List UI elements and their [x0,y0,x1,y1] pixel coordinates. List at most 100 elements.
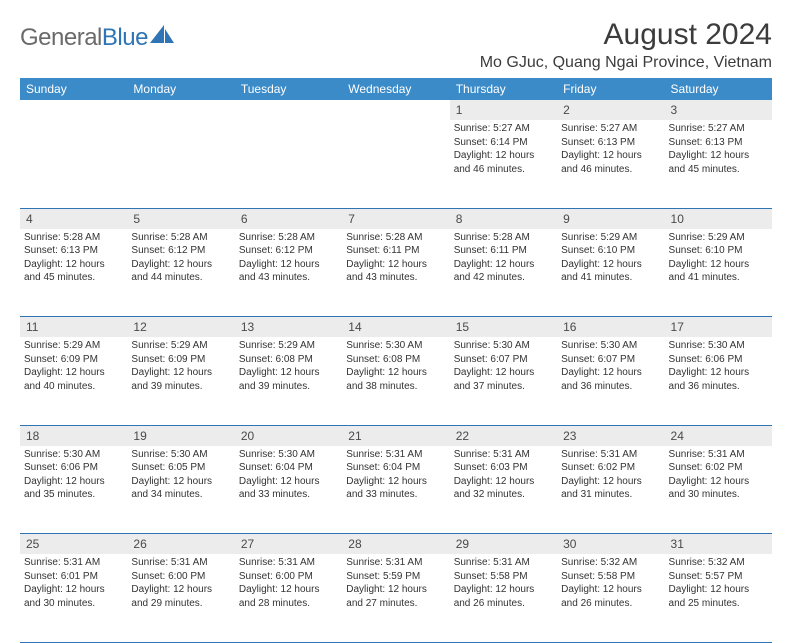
day-cell: Sunrise: 5:28 AMSunset: 6:12 PMDaylight:… [235,229,342,317]
day-number-cell: 21 [342,425,449,446]
header-bar: GeneralBlue August 2024 Mo GJuc, Quang N… [20,18,772,72]
day-cell-text: Sunrise: 5:31 AMSunset: 6:03 PMDaylight:… [454,446,553,502]
day-cell-text: Sunrise: 5:30 AMSunset: 6:06 PMDaylight:… [24,446,123,502]
day-cell: Sunrise: 5:28 AMSunset: 6:13 PMDaylight:… [20,229,127,317]
day-number-cell: 2 [557,100,664,120]
day-number-cell: 28 [342,534,449,555]
day-cell: Sunrise: 5:30 AMSunset: 6:06 PMDaylight:… [665,337,772,425]
day-cell-text: Sunrise: 5:28 AMSunset: 6:11 PMDaylight:… [454,229,553,285]
day-cell-text: Sunrise: 5:28 AMSunset: 6:12 PMDaylight:… [239,229,338,285]
weekday-header-cell: Friday [557,78,664,100]
day-number-cell: 16 [557,317,664,338]
day-number-cell: 17 [665,317,772,338]
day-cell-text: Sunrise: 5:29 AMSunset: 6:09 PMDaylight:… [24,337,123,393]
day-cell: Sunrise: 5:30 AMSunset: 6:05 PMDaylight:… [127,446,234,534]
day-cell: Sunrise: 5:32 AMSunset: 5:58 PMDaylight:… [557,554,664,642]
day-cell: Sunrise: 5:32 AMSunset: 5:57 PMDaylight:… [665,554,772,642]
day-cell-text: Sunrise: 5:32 AMSunset: 5:57 PMDaylight:… [669,554,768,610]
day-number-cell: 3 [665,100,772,120]
day-cell [127,120,234,208]
brand-logo: GeneralBlue [20,18,176,52]
weekday-header-cell: Wednesday [342,78,449,100]
day-number-cell: 10 [665,208,772,229]
day-cell: Sunrise: 5:30 AMSunset: 6:08 PMDaylight:… [342,337,449,425]
weekday-header-cell: Thursday [450,78,557,100]
brand-part1: General [20,24,102,52]
day-cell: Sunrise: 5:30 AMSunset: 6:04 PMDaylight:… [235,446,342,534]
day-cell: Sunrise: 5:31 AMSunset: 5:58 PMDaylight:… [450,554,557,642]
day-cell-text: Sunrise: 5:27 AMSunset: 6:13 PMDaylight:… [669,120,768,176]
day-number-cell: 9 [557,208,664,229]
day-cell-text: Sunrise: 5:30 AMSunset: 6:08 PMDaylight:… [346,337,445,393]
day-cell-text: Sunrise: 5:31 AMSunset: 5:59 PMDaylight:… [346,554,445,610]
day-cell: Sunrise: 5:28 AMSunset: 6:11 PMDaylight:… [450,229,557,317]
day-cell [342,120,449,208]
day-cell: Sunrise: 5:31 AMSunset: 6:00 PMDaylight:… [127,554,234,642]
day-cell: Sunrise: 5:31 AMSunset: 6:00 PMDaylight:… [235,554,342,642]
title-block: August 2024 Mo GJuc, Quang Ngai Province… [480,18,772,72]
day-number-cell [235,100,342,120]
day-cell: Sunrise: 5:29 AMSunset: 6:08 PMDaylight:… [235,337,342,425]
day-cell: Sunrise: 5:30 AMSunset: 6:07 PMDaylight:… [450,337,557,425]
week-row: Sunrise: 5:31 AMSunset: 6:01 PMDaylight:… [20,554,772,642]
day-number-cell: 13 [235,317,342,338]
day-cell-text: Sunrise: 5:27 AMSunset: 6:13 PMDaylight:… [561,120,660,176]
day-number-row: 18192021222324 [20,425,772,446]
day-number-cell: 11 [20,317,127,338]
day-cell: Sunrise: 5:29 AMSunset: 6:09 PMDaylight:… [20,337,127,425]
day-number-cell: 26 [127,534,234,555]
day-number-cell: 23 [557,425,664,446]
day-cell: Sunrise: 5:31 AMSunset: 6:02 PMDaylight:… [665,446,772,534]
day-number-cell: 27 [235,534,342,555]
day-cell [20,120,127,208]
day-cell-text: Sunrise: 5:30 AMSunset: 6:05 PMDaylight:… [131,446,230,502]
day-cell-text: Sunrise: 5:31 AMSunset: 6:00 PMDaylight:… [131,554,230,610]
day-number-cell: 4 [20,208,127,229]
day-number-cell: 25 [20,534,127,555]
day-number-cell: 8 [450,208,557,229]
day-cell-text: Sunrise: 5:28 AMSunset: 6:11 PMDaylight:… [346,229,445,285]
day-number-cell: 31 [665,534,772,555]
day-number-row: 25262728293031 [20,534,772,555]
day-cell-text: Sunrise: 5:31 AMSunset: 5:58 PMDaylight:… [454,554,553,610]
day-number-row: 123 [20,100,772,120]
day-number-cell: 1 [450,100,557,120]
day-cell: Sunrise: 5:31 AMSunset: 5:59 PMDaylight:… [342,554,449,642]
day-cell: Sunrise: 5:29 AMSunset: 6:09 PMDaylight:… [127,337,234,425]
day-cell-text: Sunrise: 5:30 AMSunset: 6:04 PMDaylight:… [239,446,338,502]
day-cell: Sunrise: 5:31 AMSunset: 6:02 PMDaylight:… [557,446,664,534]
week-row: Sunrise: 5:30 AMSunset: 6:06 PMDaylight:… [20,446,772,534]
day-cell-text: Sunrise: 5:31 AMSunset: 6:00 PMDaylight:… [239,554,338,610]
day-cell-text: Sunrise: 5:30 AMSunset: 6:06 PMDaylight:… [669,337,768,393]
day-cell-text: Sunrise: 5:29 AMSunset: 6:09 PMDaylight:… [131,337,230,393]
brand-part2: Blue [102,24,148,52]
day-cell: Sunrise: 5:28 AMSunset: 6:12 PMDaylight:… [127,229,234,317]
day-number-cell [127,100,234,120]
day-cell-text [346,120,445,176]
day-cell-text: Sunrise: 5:29 AMSunset: 6:10 PMDaylight:… [561,229,660,285]
day-number-cell: 19 [127,425,234,446]
day-cell-text: Sunrise: 5:31 AMSunset: 6:04 PMDaylight:… [346,446,445,502]
day-cell-text: Sunrise: 5:27 AMSunset: 6:14 PMDaylight:… [454,120,553,176]
day-cell-text [239,120,338,176]
day-cell-text: Sunrise: 5:29 AMSunset: 6:10 PMDaylight:… [669,229,768,285]
weekday-header: SundayMondayTuesdayWednesdayThursdayFrid… [20,78,772,100]
day-cell-text: Sunrise: 5:31 AMSunset: 6:01 PMDaylight:… [24,554,123,610]
day-number-cell: 29 [450,534,557,555]
day-cell: Sunrise: 5:31 AMSunset: 6:01 PMDaylight:… [20,554,127,642]
day-number-cell: 7 [342,208,449,229]
day-cell-text: Sunrise: 5:28 AMSunset: 6:12 PMDaylight:… [131,229,230,285]
weekday-header-cell: Saturday [665,78,772,100]
day-cell-text: Sunrise: 5:30 AMSunset: 6:07 PMDaylight:… [561,337,660,393]
day-number-cell: 5 [127,208,234,229]
location-subtitle: Mo GJuc, Quang Ngai Province, Vietnam [480,54,772,72]
day-cell: Sunrise: 5:30 AMSunset: 6:06 PMDaylight:… [20,446,127,534]
day-cell-text: Sunrise: 5:28 AMSunset: 6:13 PMDaylight:… [24,229,123,285]
day-number-cell: 14 [342,317,449,338]
weekday-header-cell: Tuesday [235,78,342,100]
calendar-table: SundayMondayTuesdayWednesdayThursdayFrid… [20,78,772,643]
week-row: Sunrise: 5:27 AMSunset: 6:14 PMDaylight:… [20,120,772,208]
day-cell: Sunrise: 5:27 AMSunset: 6:13 PMDaylight:… [557,120,664,208]
weekday-header-cell: Sunday [20,78,127,100]
week-row: Sunrise: 5:28 AMSunset: 6:13 PMDaylight:… [20,229,772,317]
